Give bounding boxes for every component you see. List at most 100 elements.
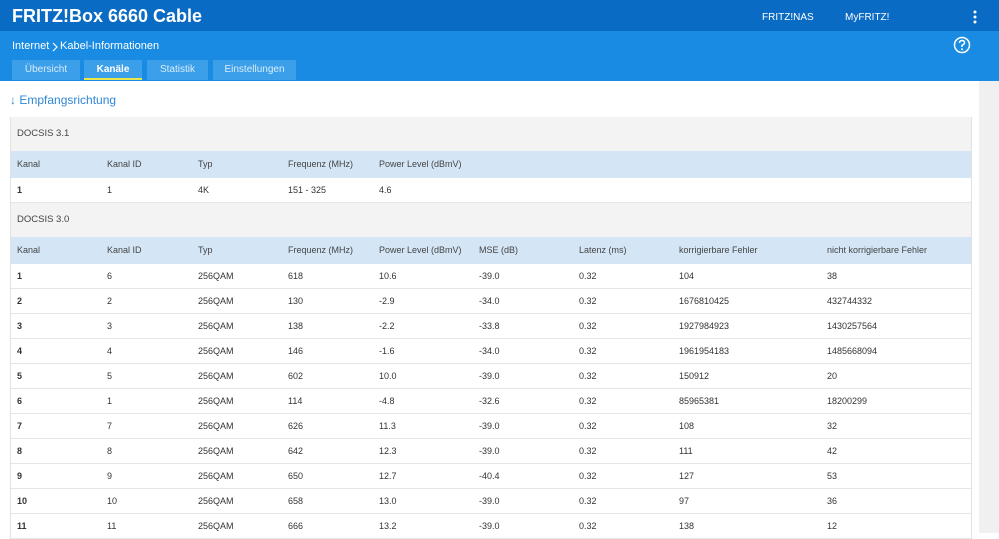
cell: 32 xyxy=(827,421,838,431)
cell: 38 xyxy=(827,271,838,281)
column-header: korrigierbare Fehler xyxy=(679,245,758,255)
cell: 650 xyxy=(288,471,304,481)
sub-bar: Internet Kabel-Informationen Übersicht Ka… xyxy=(0,31,999,81)
cell: 0.32 xyxy=(579,496,597,506)
cell: 1 xyxy=(107,396,113,406)
menu-icon[interactable] xyxy=(972,10,978,24)
cell: 127 xyxy=(679,471,695,481)
cell: 8 xyxy=(107,446,113,456)
cell: 0.32 xyxy=(579,446,597,456)
cell: 256QAM xyxy=(198,396,234,406)
cell: 11 xyxy=(17,521,27,531)
cell: 42 xyxy=(827,446,838,456)
cell: 1485668094 xyxy=(827,346,878,356)
cell: 1430257564 xyxy=(827,321,878,331)
breadcrumb: Kabel-Informationen xyxy=(60,40,160,52)
table-row: 5 5 256QAM 602 10.0 -39.0 0.32 150912 20 xyxy=(11,364,971,389)
cell: 0.32 xyxy=(579,421,597,431)
cell: 10.0 xyxy=(379,371,397,381)
cell: -39.0 xyxy=(479,271,500,281)
cell: 36 xyxy=(827,496,838,506)
header-row: Kanal Kanal ID Typ Frequenz (MHz) Power Leve… xyxy=(11,237,971,264)
cell: 1676810425 xyxy=(679,296,730,306)
column-header: Kanal ID xyxy=(107,159,142,169)
cell: 4K xyxy=(198,185,210,195)
cell: 13.2 xyxy=(379,521,397,531)
cell: 1 xyxy=(17,185,23,195)
cell: 18200299 xyxy=(827,396,868,406)
cell: 0.32 xyxy=(579,471,597,481)
help-icon[interactable] xyxy=(953,36,971,54)
cell: 256QAM xyxy=(198,521,234,531)
header-row: Kanal Kanal ID Typ Frequenz (MHz) Power Leve… xyxy=(11,151,971,178)
tab[interactable]: Einstellungen xyxy=(213,60,296,80)
cell: 7 xyxy=(17,421,23,431)
column-header: Power Level (dBmV) xyxy=(379,245,462,255)
nav-link[interactable]: FRITZ!NAS xyxy=(762,12,814,23)
cell: 5 xyxy=(107,371,113,381)
cell: 10.6 xyxy=(379,271,397,281)
cell: 256QAM xyxy=(198,471,234,481)
cell: 658 xyxy=(288,496,304,506)
cell: 256QAM xyxy=(198,321,234,331)
cell: 12 xyxy=(827,521,838,531)
cell: 11 xyxy=(107,521,117,531)
cell: 642 xyxy=(288,446,304,456)
cell: 8 xyxy=(17,446,23,456)
cell: 12.7 xyxy=(379,471,397,481)
column-header: MSE (dB) xyxy=(479,245,519,255)
cell: 138 xyxy=(679,521,695,531)
cell: 13.0 xyxy=(379,496,397,506)
column-header: Typ xyxy=(198,159,213,169)
cell: 0.32 xyxy=(579,321,597,331)
cell: -39.0 xyxy=(479,496,500,506)
cell: 256QAM xyxy=(198,496,234,506)
cell: 108 xyxy=(679,421,695,431)
cell: 0.32 xyxy=(579,521,597,531)
column-header: Power Level (dBmV) xyxy=(379,159,462,169)
cell: -40.4 xyxy=(479,471,500,481)
cell: 0.32 xyxy=(579,346,597,356)
cell: 0.32 xyxy=(579,371,597,381)
cell: 111 xyxy=(679,446,693,456)
scrollbar[interactable] xyxy=(979,81,999,533)
table-row: 6 1 256QAM 114 -4.8 -32.6 0.32 85965381 18200299 xyxy=(11,389,971,414)
cell: 626 xyxy=(288,421,304,431)
app-title: FRITZ!Box 6660 Cable xyxy=(12,6,203,26)
cell: 4 xyxy=(17,346,23,356)
cell: 5 xyxy=(17,371,23,381)
cell: 618 xyxy=(288,271,304,281)
cell: -32.6 xyxy=(479,396,500,406)
table-row: 9 9 256QAM 650 12.7 -40.4 0.32 127 53 xyxy=(11,464,971,489)
nav-link[interactable]: MyFRITZ! xyxy=(845,12,890,23)
cell: 256QAM xyxy=(198,421,234,431)
cell: 85965381 xyxy=(679,396,720,406)
cell: -1.6 xyxy=(379,346,395,356)
cell: 256QAM xyxy=(198,296,234,306)
table-row: 4 4 256QAM 146 -1.6 -34.0 0.32 1961954183 148566… xyxy=(11,339,971,364)
cell: 10 xyxy=(17,496,28,506)
table-row: 8 8 256QAM 642 12.3 -39.0 0.32 111 42 xyxy=(11,439,971,464)
table-row: 1 1 4K 151 - 325 4.6 xyxy=(11,178,971,203)
column-header: Latenz (ms) xyxy=(579,245,627,255)
cell: 0.32 xyxy=(579,271,597,281)
column-header: Frequenz (MHz) xyxy=(288,245,354,255)
cell: 150912 xyxy=(679,371,710,381)
cell: 9 xyxy=(107,471,113,481)
tab[interactable]: Statistik xyxy=(147,60,208,80)
cell: 11.3 xyxy=(379,421,396,431)
column-header: Typ xyxy=(198,245,213,255)
cell: 138 xyxy=(288,321,304,331)
column-header: Kanal xyxy=(17,245,41,255)
cell: -2.9 xyxy=(379,296,395,306)
section-title[interactable]: ↓ Empfangsrichtung xyxy=(10,93,117,107)
tab[interactable]: Kanäle xyxy=(84,60,142,80)
cell: 9 xyxy=(17,471,23,481)
column-header: Frequenz (MHz) xyxy=(288,159,354,169)
cell: -4.8 xyxy=(379,396,395,406)
breadcrumb[interactable]: Internet xyxy=(12,40,50,52)
cell: 4 xyxy=(107,346,113,356)
table-title: DOCSIS 3.1 xyxy=(11,117,971,151)
tab[interactable]: Übersicht xyxy=(12,60,80,80)
